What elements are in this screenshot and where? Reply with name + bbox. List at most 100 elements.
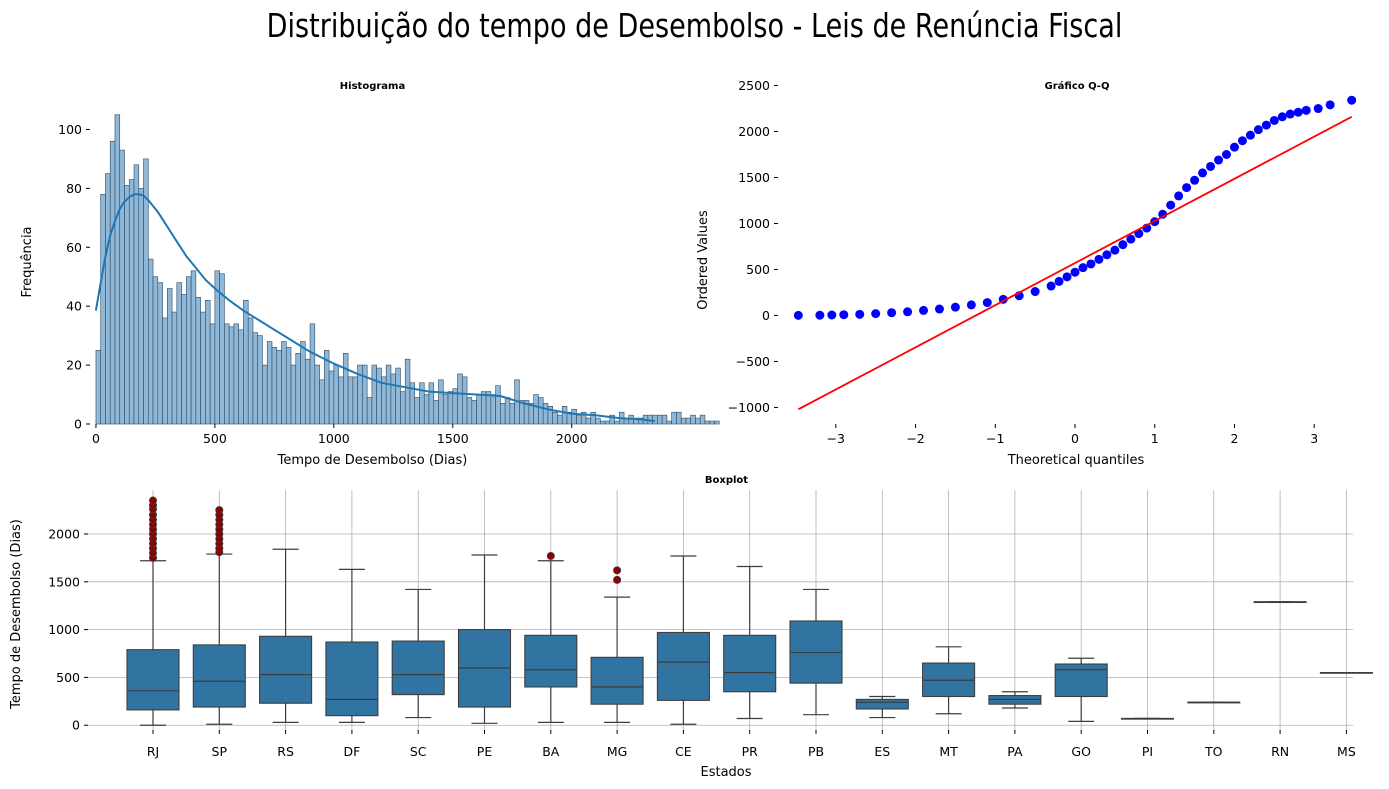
figure-title: Distribuição do tempo de Desembolso - Le…	[266, 6, 1123, 45]
qq-point	[1174, 191, 1184, 201]
qq-point	[793, 310, 803, 320]
box-iqr	[192, 644, 246, 708]
box-ce	[656, 555, 710, 725]
qq-x-tick-label: 3	[1310, 431, 1318, 446]
qq-y-tick-label: 0	[762, 308, 770, 323]
boxplot-y-tick-label: 0	[72, 718, 80, 733]
boxplot-x-tick-label: CE	[675, 744, 692, 759]
qq-y-tick-label: 2000	[738, 124, 770, 139]
histogram-bar	[181, 294, 187, 425]
histogram-bar	[328, 370, 335, 425]
histogram-y-tick-label: 40	[66, 299, 82, 314]
boxplot-x-tick-label: RN	[1271, 744, 1289, 759]
box-sp	[192, 506, 246, 725]
histogram-bar	[442, 394, 449, 425]
boxplot-x-tick-label: ES	[874, 744, 890, 759]
histogram-bar	[247, 317, 254, 425]
histogram-bar	[471, 400, 477, 425]
histogram-bar	[447, 391, 454, 425]
histogram-bar	[152, 276, 159, 425]
qq-point	[1245, 130, 1255, 140]
qq-point	[950, 302, 960, 312]
histogram-bar	[238, 329, 244, 425]
boxplot-title: Boxplot	[705, 475, 748, 486]
histogram-bar	[500, 403, 506, 425]
histogram-bar	[114, 114, 121, 425]
boxplot-x-tick-label: MT	[939, 744, 958, 759]
histogram-bar	[347, 376, 354, 425]
histogram-bar	[304, 358, 311, 425]
boxplot-y-tick-label: 500	[56, 670, 80, 685]
qq-y-tick-label: −500	[736, 354, 770, 369]
box-rs	[259, 548, 313, 723]
box-outlier	[148, 496, 157, 505]
boxplot-x-tick-label: DF	[343, 744, 360, 759]
box-rn	[1253, 601, 1307, 604]
qq-y-tick-label: 500	[746, 262, 770, 277]
histogram-bar	[599, 420, 606, 425]
histogram-bar	[557, 414, 563, 425]
qq-y-tick-label: −1000	[728, 400, 770, 415]
histogram-bar	[390, 373, 396, 425]
histogram-bar	[509, 403, 515, 425]
box-pr	[723, 565, 777, 720]
boxplot-x-tick-label: PA	[1007, 744, 1023, 759]
histogram-bar	[233, 323, 239, 425]
box-outlier	[215, 506, 224, 515]
box-go	[1054, 657, 1108, 722]
box-pi	[1120, 717, 1175, 720]
histogram-bar	[343, 353, 349, 425]
histogram-bar	[205, 299, 211, 425]
histogram-bar	[309, 323, 316, 425]
histogram-bar	[481, 391, 487, 425]
histogram-bar	[209, 323, 216, 425]
box-mg	[590, 566, 644, 723]
qq-x-tick-label: −2	[906, 431, 924, 446]
box-outlier	[613, 566, 622, 575]
qq-fit-line	[797, 115, 1353, 411]
histogram-bar	[699, 414, 706, 425]
qq-point	[1054, 276, 1064, 286]
qq-point	[1126, 234, 1136, 244]
boxplot-x-tick-label: PB	[808, 744, 824, 759]
qq-x-tick-label: −3	[827, 431, 845, 446]
histogram-bar	[186, 276, 192, 425]
boxplot-x-tick-label: RS	[277, 744, 294, 759]
histogram-bar	[105, 173, 111, 425]
qq-panel: Gráfico Q-Q −3 −2 −1 0 1 2 3 −1000 −500 0 500 1000 15…	[696, 78, 1357, 468]
boxplot-x-tick-label: MS	[1337, 744, 1356, 759]
qq-x-tick-label: 1	[1151, 431, 1159, 446]
histogram-bar	[614, 420, 620, 425]
box-to	[1187, 701, 1241, 704]
box-iqr	[590, 656, 644, 705]
qq-point	[827, 310, 837, 320]
boxplot-x-tick-label: SC	[410, 744, 427, 759]
qq-point	[1293, 107, 1303, 117]
qq-point	[887, 308, 897, 318]
histogram-bar	[504, 397, 511, 425]
qq-point	[1094, 254, 1104, 264]
box-iqr	[524, 634, 578, 688]
histogram-bar	[419, 382, 425, 425]
histogram-bar	[376, 367, 382, 425]
histogram-y-tick-label: 0	[74, 417, 82, 432]
boxplot-x-tick-label: SP	[212, 744, 228, 759]
histogram-kde-line	[94, 193, 656, 423]
qq-point	[1086, 259, 1096, 269]
histogram-bar	[290, 364, 297, 425]
histogram-bar	[252, 332, 259, 425]
qq-point	[1110, 245, 1120, 255]
qq-point	[1046, 281, 1056, 291]
histogram-bar	[371, 364, 377, 425]
histogram-bar	[561, 406, 568, 425]
qq-point	[1261, 120, 1271, 130]
histogram-title: Histograma	[340, 81, 405, 92]
box-iqr	[325, 641, 379, 717]
qq-x-tick-label: −1	[986, 431, 1004, 446]
histogram-bar	[604, 420, 611, 425]
qq-point	[1206, 161, 1216, 171]
histogram-x-tick-label: 500	[203, 431, 227, 446]
box-df	[325, 568, 379, 723]
histogram-bar	[400, 391, 406, 425]
qq-point	[919, 305, 929, 315]
